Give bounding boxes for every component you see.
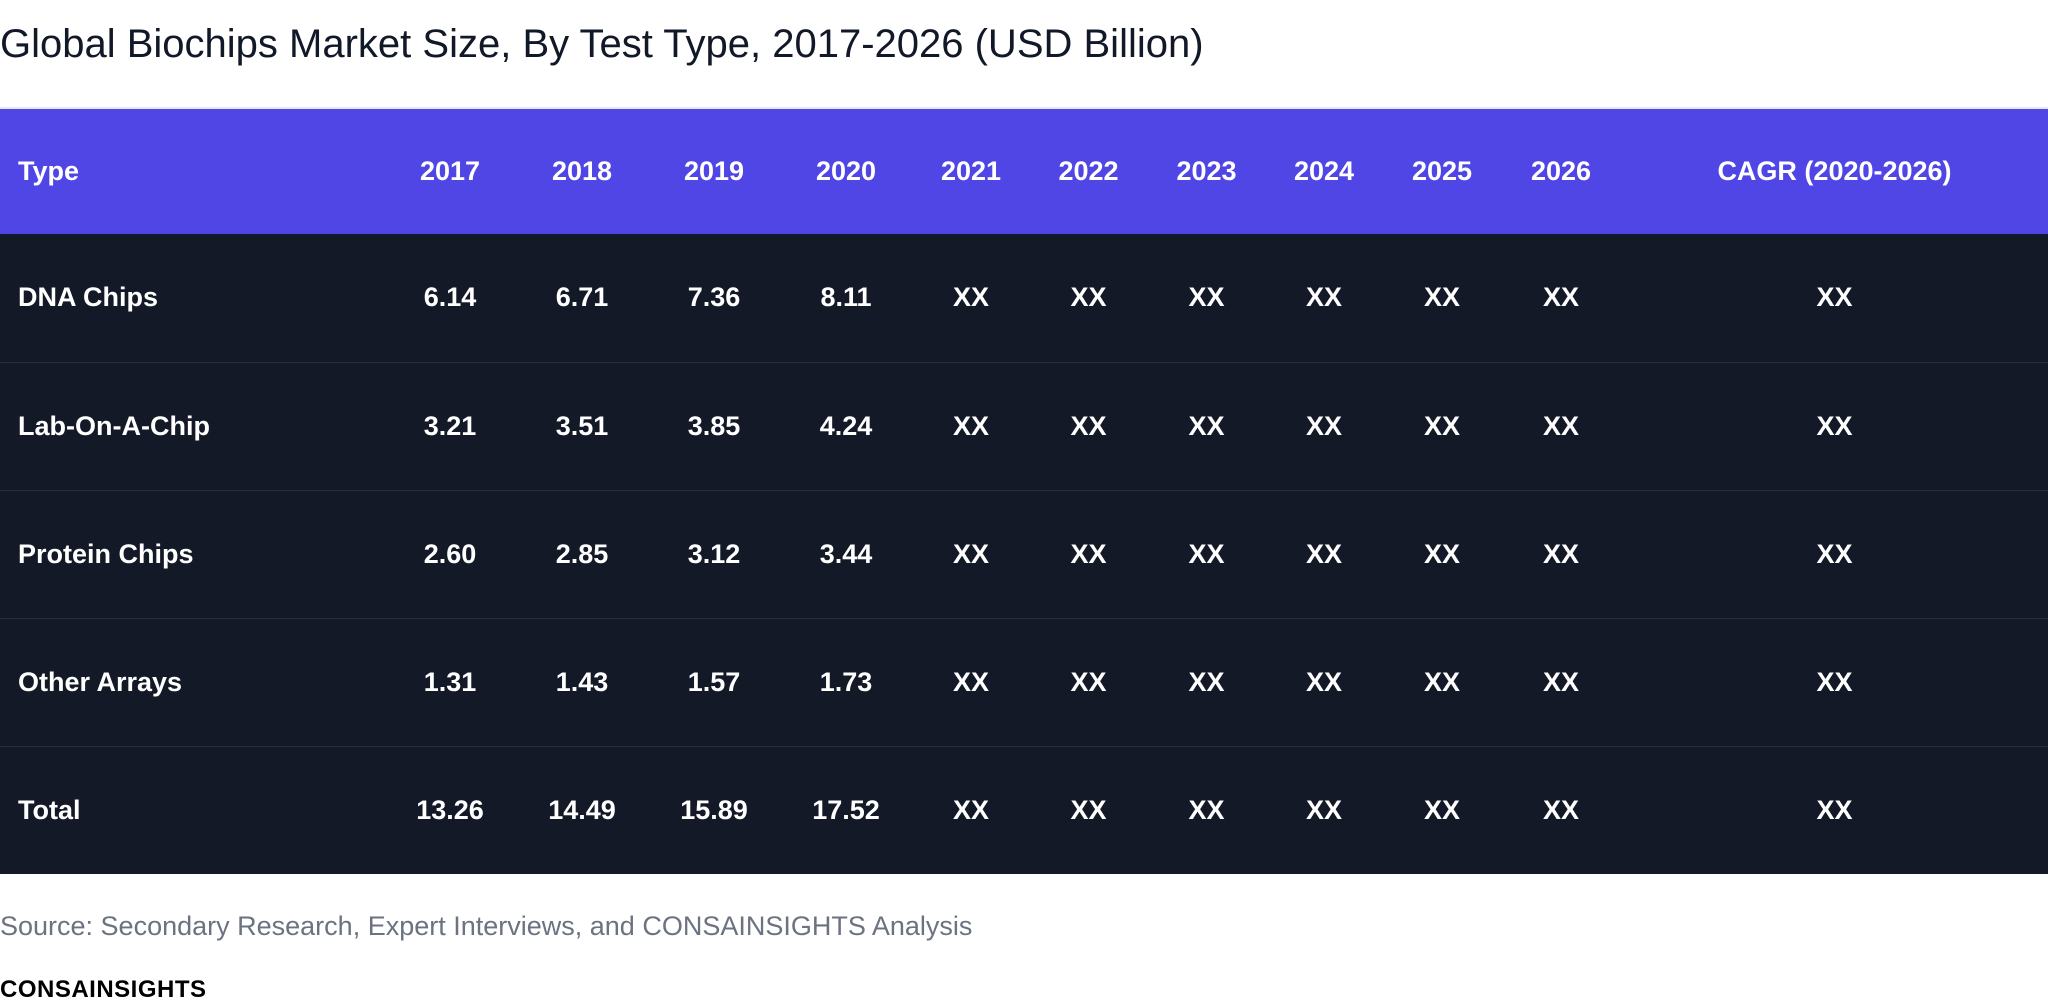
brand-logo: CONSAINSIGHTS bbox=[0, 976, 207, 1003]
table-cell: 3.85 bbox=[687, 410, 741, 441]
table-cell: XX bbox=[1542, 666, 1580, 697]
row-label: Total bbox=[18, 794, 81, 825]
column-header: 2020 bbox=[815, 156, 877, 186]
table-cell: XX bbox=[1305, 410, 1343, 441]
table-row: Other Arrays 1.31 1.43 1.57 1.73 XX XX XX XX XX XX… bbox=[0, 618, 2048, 746]
table-cell: XX bbox=[1305, 282, 1343, 313]
table-cell: 1.31 bbox=[423, 666, 477, 697]
column-header: 2019 bbox=[683, 156, 745, 186]
table-cell: 6.14 bbox=[423, 282, 477, 313]
table-cell: XX bbox=[1188, 410, 1225, 441]
column-header: 2024 bbox=[1293, 156, 1355, 186]
table-cell: XX bbox=[1070, 666, 1107, 697]
table-cell: 13.26 bbox=[416, 794, 484, 825]
table-cell: XX bbox=[1305, 538, 1343, 569]
column-header: Type bbox=[18, 156, 80, 186]
table-header-row: Type 2017 2018 2019 2020 2021 2022 2023 2024 2025… bbox=[0, 109, 2048, 234]
table-cell: 3.12 bbox=[687, 538, 741, 569]
table-cell: XX bbox=[952, 538, 990, 569]
table-cell: XX bbox=[952, 666, 990, 697]
table-cell: XX bbox=[952, 410, 990, 441]
table-cell: 3.51 bbox=[555, 410, 609, 441]
table-cell: XX bbox=[1423, 538, 1461, 569]
table-row: Protein Chips 2.60 2.85 3.12 3.44 XX XX XX XX XX X… bbox=[0, 490, 2048, 618]
table-row: Lab-On-A-Chip 3.21 3.51 3.85 4.24 XX XX XX XX XX X… bbox=[0, 362, 2048, 490]
table-cell: 17.52 bbox=[812, 794, 880, 825]
table-cell: XX bbox=[1816, 794, 1853, 825]
table-cell: 4.24 bbox=[819, 410, 873, 441]
table-cell: 2.60 bbox=[423, 538, 477, 569]
table-cell: 2.85 bbox=[555, 538, 609, 569]
table-cell: XX bbox=[1423, 666, 1461, 697]
table-cell: 1.43 bbox=[555, 666, 609, 697]
table-cell: 3.21 bbox=[423, 410, 477, 441]
table-cell: XX bbox=[1070, 282, 1107, 313]
table-row: DNA Chips 6.14 6.71 7.36 8.11 XX XX XX XX XX XX XX bbox=[0, 234, 2048, 362]
table-cell: 15.89 bbox=[680, 794, 748, 825]
column-header: 2025 bbox=[1411, 156, 1473, 186]
chart-title: Global Biochips Market Size, By Test Typ… bbox=[0, 22, 1204, 66]
table-cell: XX bbox=[1423, 794, 1461, 825]
table-cell: 1.73 bbox=[819, 666, 873, 697]
table-cell: XX bbox=[952, 282, 990, 313]
table-cell: XX bbox=[1542, 794, 1580, 825]
column-header: 2018 bbox=[551, 156, 613, 186]
table-cell: XX bbox=[1070, 538, 1107, 569]
table-cell: XX bbox=[1305, 666, 1343, 697]
table-cell: XX bbox=[1070, 410, 1107, 441]
column-header: CAGR (2020-2026) bbox=[1717, 156, 1952, 186]
table-cell: 8.11 bbox=[820, 282, 872, 313]
table-cell: XX bbox=[1188, 794, 1225, 825]
row-label: Other Arrays bbox=[18, 666, 183, 697]
table-cell: XX bbox=[1305, 794, 1343, 825]
column-header: 2021 bbox=[940, 156, 1002, 186]
table-cell: 1.57 bbox=[687, 666, 741, 697]
column-header: 2022 bbox=[1058, 156, 1119, 186]
table-cell: XX bbox=[1816, 282, 1853, 313]
table-row: Total 13.26 14.49 15.89 17.52 XX XX XX XX XX XX XX bbox=[0, 746, 2048, 874]
column-header: 2023 bbox=[1176, 156, 1237, 186]
table-cell: XX bbox=[1188, 282, 1225, 313]
table-cell: XX bbox=[1423, 282, 1461, 313]
table-cell: XX bbox=[1816, 410, 1853, 441]
table-cell: XX bbox=[1542, 410, 1580, 441]
table-cell: XX bbox=[1188, 666, 1225, 697]
table-body: DNA Chips 6.14 6.71 7.36 8.11 XX XX XX XX XX XX XX L… bbox=[0, 234, 2048, 874]
row-label: Protein Chips bbox=[18, 538, 194, 569]
table-cell: XX bbox=[952, 794, 990, 825]
table-cell: XX bbox=[1542, 282, 1580, 313]
table-cell: XX bbox=[1423, 410, 1461, 441]
row-label: Lab-On-A-Chip bbox=[18, 410, 210, 441]
table-cell: XX bbox=[1542, 538, 1580, 569]
table-cell: XX bbox=[1070, 794, 1107, 825]
table-cell: XX bbox=[1816, 538, 1853, 569]
column-header: 2017 bbox=[419, 156, 481, 186]
table-cell: 3.44 bbox=[819, 538, 873, 569]
row-label: DNA Chips bbox=[18, 282, 158, 313]
table-cell: XX bbox=[1816, 666, 1853, 697]
table-cell: 14.49 bbox=[548, 794, 616, 825]
source-note: Source: Secondary Research, Expert Inter… bbox=[0, 911, 973, 941]
table-cell: 6.71 bbox=[555, 282, 609, 313]
table-cell: 7.36 bbox=[687, 282, 741, 313]
market-size-table: Type 2017 2018 2019 2020 2021 2022 2023 2024 2025… bbox=[0, 109, 2048, 874]
table-cell: XX bbox=[1188, 538, 1225, 569]
column-header: 2026 bbox=[1530, 156, 1592, 186]
title-divider bbox=[0, 107, 2048, 109]
